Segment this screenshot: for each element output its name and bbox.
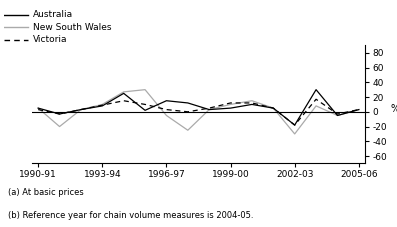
Text: Australia: Australia [33, 10, 73, 19]
Text: (b) Reference year for chain volume measures is 2004-05.: (b) Reference year for chain volume meas… [8, 211, 253, 220]
Text: Victoria: Victoria [33, 35, 67, 44]
Text: (a) At basic prices: (a) At basic prices [8, 188, 84, 197]
Text: New South Wales: New South Wales [33, 23, 111, 32]
Y-axis label: %: % [391, 104, 397, 114]
